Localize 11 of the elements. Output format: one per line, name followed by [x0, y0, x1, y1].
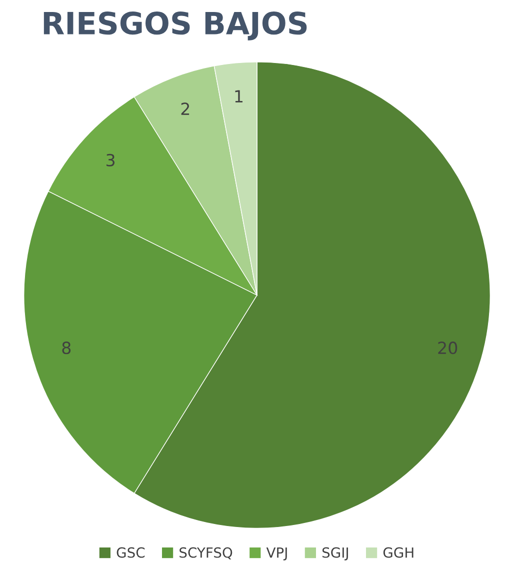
data-label: 3: [106, 154, 115, 166]
data-label: 1: [235, 90, 242, 102]
data-label: 8: [62, 342, 71, 354]
legend-label: GSC: [116, 547, 145, 558]
legend-label: VPJ: [266, 547, 287, 560]
legend-label: SCYFSQ: [180, 547, 232, 560]
chart-title: RIESGOS BAJOS: [44, 12, 307, 40]
legend-label: GGH: [383, 547, 414, 558]
legend-label: SGIJ: [322, 547, 348, 560]
data-label: 2: [181, 102, 190, 115]
data-label: 20: [438, 342, 458, 354]
